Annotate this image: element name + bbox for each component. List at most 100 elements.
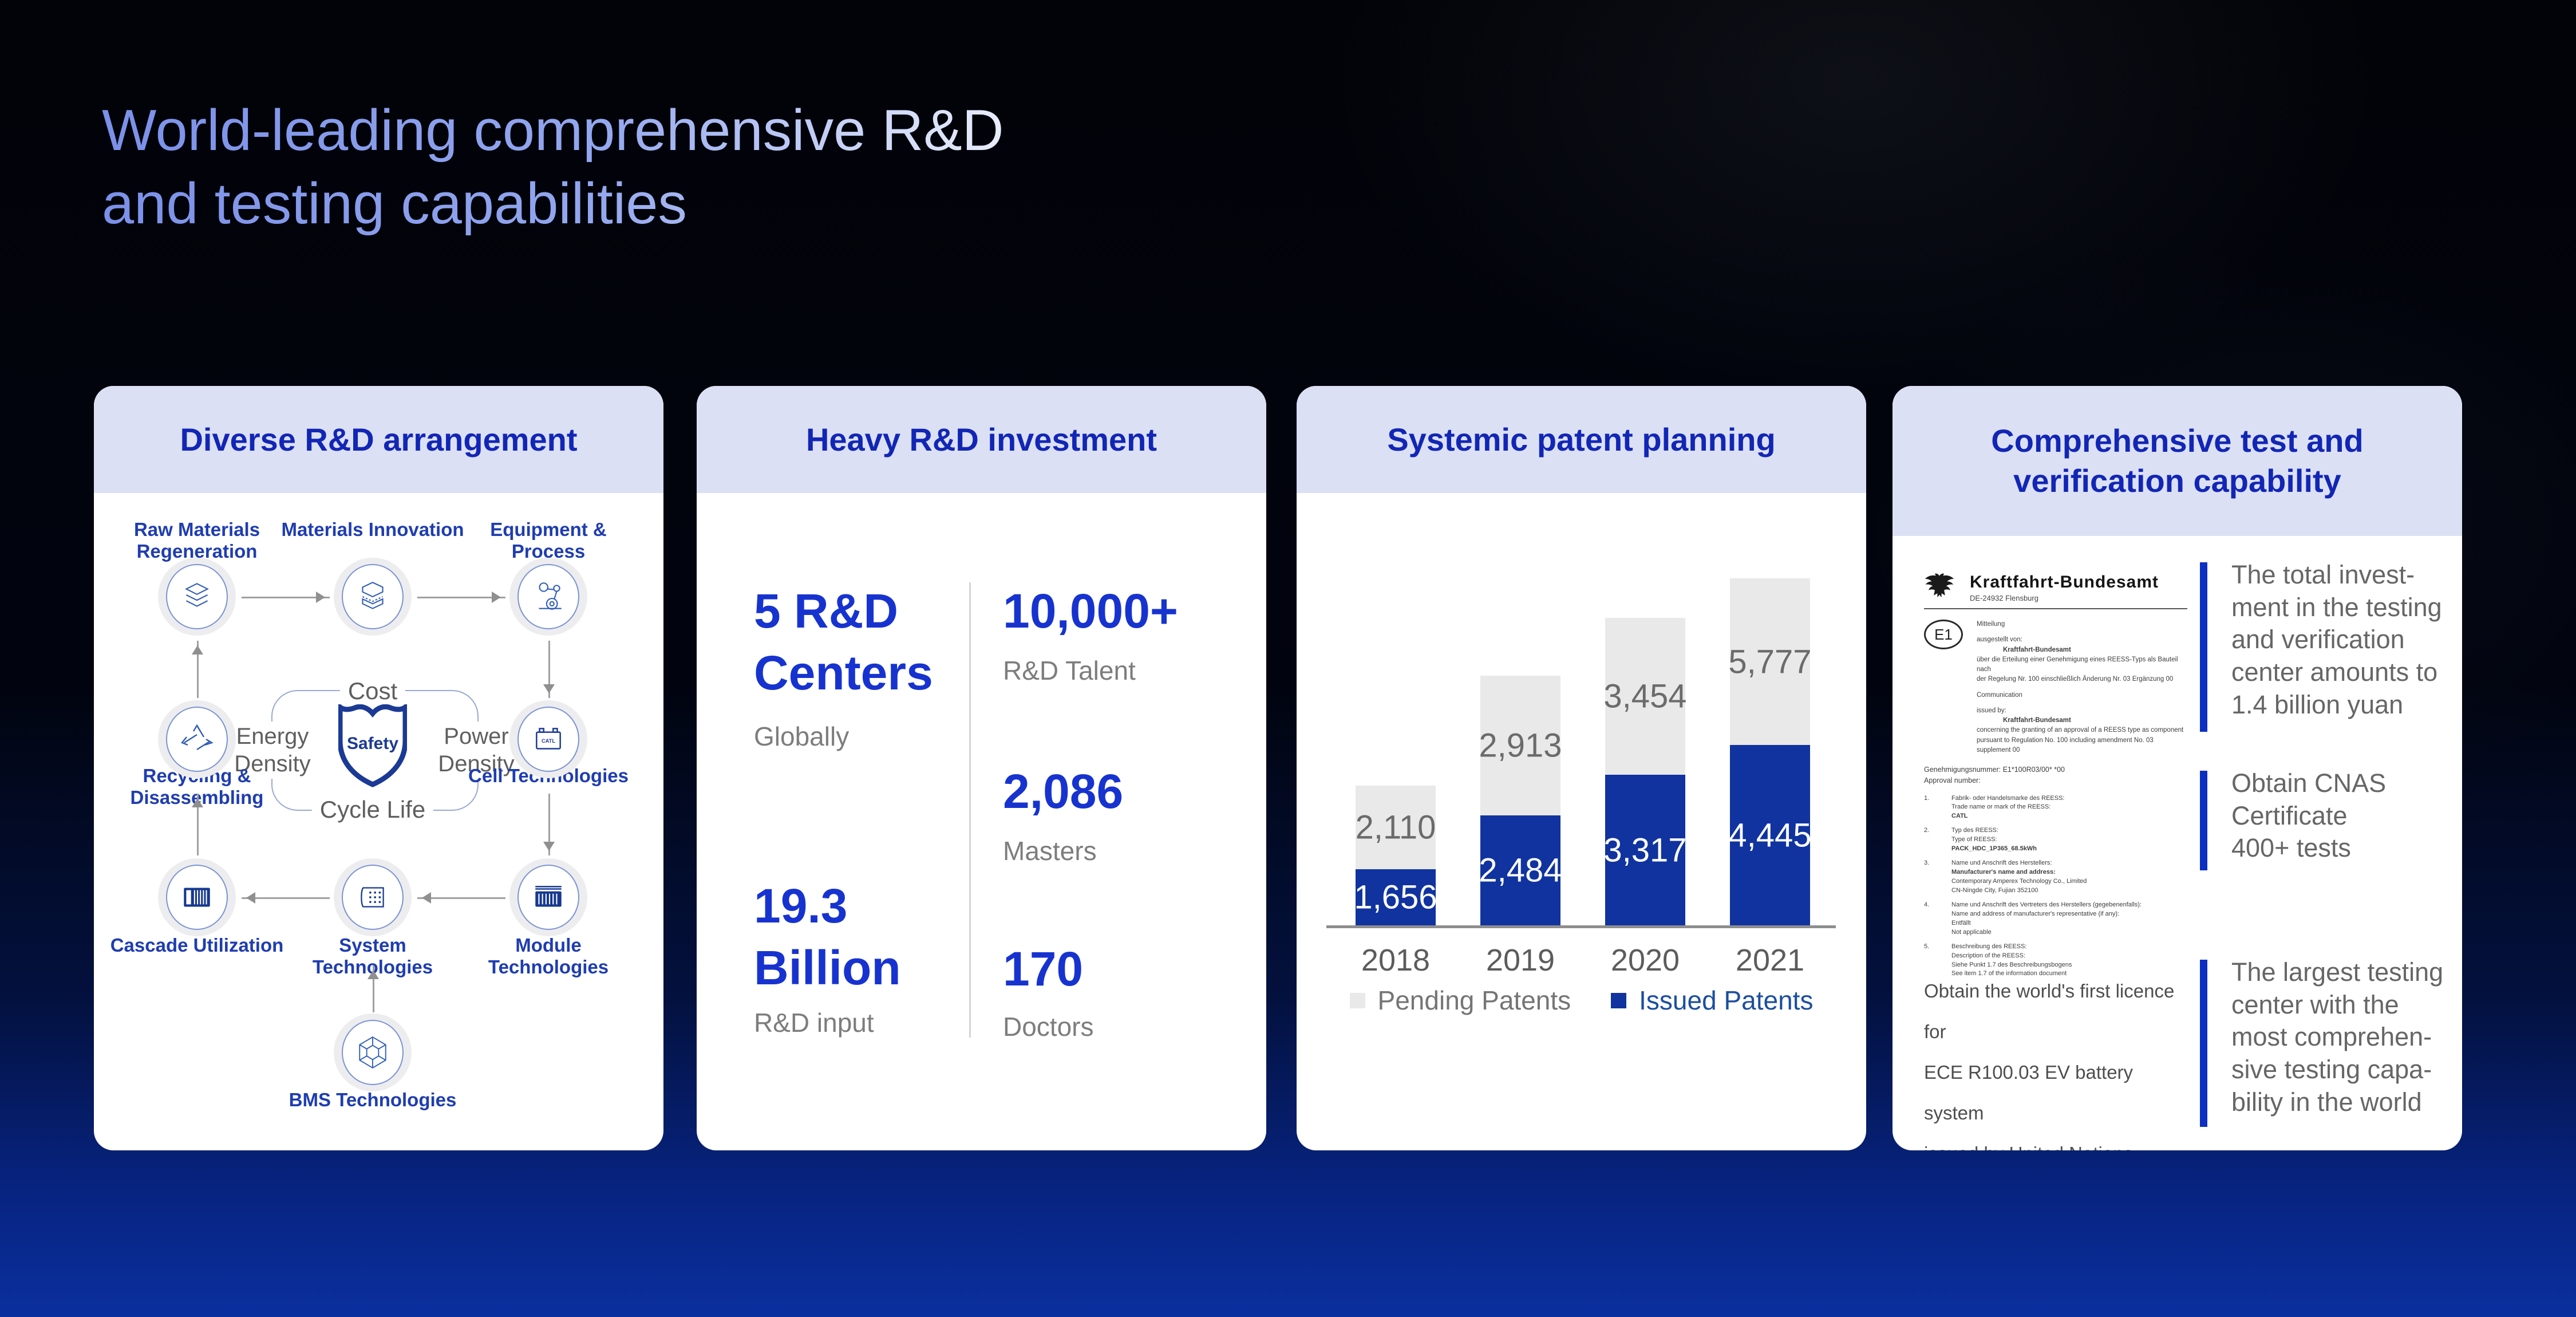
legend-item-issued-patents: Issued Patents: [1611, 985, 1813, 1016]
e1-mark: E1: [1924, 620, 1963, 649]
card-patent-planning-header: Systemic patent planning: [1297, 386, 1866, 493]
cert-line: issued by:: [1977, 707, 2006, 714]
safety-shield-icon: Safety: [337, 701, 408, 788]
cert-item-lines: Typ des REESS: Type of REESS: PACK_HDC_1P3…: [1951, 826, 2037, 854]
cert-line: Kraftfahrt-Bundesamt: [2003, 646, 2071, 653]
layers-icon: [166, 564, 228, 629]
issued-value-label: 2,484: [1479, 851, 1562, 889]
issued-segment: 4,445: [1728, 745, 1812, 925]
cert-item-lines: Name und Anschrift des Herstellers: Manuf…: [1951, 859, 2087, 896]
node-label-cascade: Cascade Utilization: [110, 934, 284, 956]
x-tick-label-2019: 2019: [1485, 943, 1555, 977]
x-tick-label-2020: 2020: [1610, 943, 1680, 977]
federal-eagle-icon: [1924, 573, 1955, 602]
battery-icon: CATL: [517, 707, 579, 772]
cert-line: ausgestellt von:: [1977, 636, 2022, 644]
pending-segment: 2,913: [1479, 676, 1562, 815]
tradeoff-power-density-label: Power Density: [430, 721, 523, 779]
pending-segment: 5,777: [1728, 578, 1812, 745]
module-icon: [517, 865, 579, 930]
flow-arrow-v4: [368, 965, 379, 1012]
cabinet-icon: [166, 865, 228, 930]
cert-item: 5. Beschreibung des REESS: Description of …: [1924, 943, 2187, 979]
cert-item-line: Contemporary Amperex Technology Co., Lim…: [1951, 878, 2087, 885]
stat-rd-talent-label: R&D Talent: [1003, 656, 1136, 685]
cert-item-line: Fabrik- oder Handelsmarke des REESS:: [1951, 794, 2065, 802]
cert-line: [1977, 700, 2187, 706]
flow-arrow-v3: [543, 794, 555, 855]
legend-item-pending-patents: Pending Patents: [1349, 985, 1571, 1016]
tradeoff-energy-density-label: Energy Density: [226, 721, 319, 779]
cert-item-number: 4.: [1924, 901, 1930, 908]
cert-line: concerning the granting of an approval o…: [1977, 727, 2184, 734]
cert-line: [1977, 685, 2187, 691]
kba-certificate-document: Kraftfahrt-Bundesamt DE-24932 Flensburg …: [1924, 573, 2187, 984]
cube-icon: [342, 1020, 404, 1085]
card-patent-planning: Systemic patent planning 2,110 1,656 2018 2…: [1297, 386, 1866, 1150]
issued-value-label: 3,317: [1603, 831, 1687, 869]
node-cell-icon: CATL: [509, 700, 587, 778]
legend-swatch: [1611, 992, 1627, 1008]
certificate-approval-number: Genehmigungsnummer: E1*100R03/00* *00 App…: [1924, 764, 2187, 786]
node-raw-icon: [158, 558, 236, 636]
highlight-accent-bar-0: [2200, 562, 2207, 732]
pending-segment: 2,110: [1356, 786, 1436, 869]
stat-rd-talent-value: 10,000+: [1003, 584, 1178, 638]
cert-item-line: Description of the REESS:: [1951, 952, 2026, 959]
flow-arrow-v1: [543, 641, 555, 698]
card-test-verification-header: Comprehensive test and verification capa…: [1893, 386, 2462, 536]
cert-item-number: 3.: [1924, 859, 1930, 867]
cert-item: 2. Typ des REESS: Type of REESS: PACK_HDC_1…: [1924, 826, 2187, 854]
node-cascade-icon: [158, 858, 236, 936]
node-label-materials: Materials Innovation: [281, 519, 464, 540]
flow-arrow-h1: [417, 592, 505, 603]
cert-item-line: Siehe Punkt 1.7 des Beschreibungsbogens: [1951, 961, 2072, 968]
bar-group-2018: 2,110 1,656: [1354, 386, 1437, 925]
highlight-text-2: The largest testing center with the most…: [2231, 957, 2444, 1117]
flow-arrow-v2: [192, 794, 203, 855]
flow-arrow-v0: [192, 641, 203, 698]
highlight-text-0: The total invest- ment in the testing an…: [2231, 560, 2442, 719]
cert-item-lines: Beschreibung des REESS: Description of th…: [1951, 943, 2072, 979]
cert-item-line: Entfällt: [1951, 919, 1971, 926]
cert-item: 4. Name und Anschrift des Vertreters des …: [1924, 901, 2187, 937]
stat-rd-input-label: R&D input: [754, 1008, 874, 1038]
legend-label: Issued Patents: [1639, 985, 1814, 1015]
cert-item: 1. Fabrik- oder Handelsmarke des REESS: Tr…: [1924, 794, 2187, 822]
pending-value-label: 5,777: [1728, 643, 1812, 680]
cert-item-line: PACK_HDC_1P365_68.5kWh: [1951, 845, 2037, 853]
plate-icon: [342, 865, 404, 930]
cert-item-line: Typ des REESS:: [1951, 827, 1998, 834]
bar-group-2019: 2,913 2,484: [1479, 386, 1562, 925]
node-label-equipment: Equipment & Process: [490, 519, 607, 562]
flow-arrow-h2: [242, 892, 330, 904]
cert-item-line: Name und Anschrift des Vertreters des He…: [1951, 901, 2142, 908]
node-materials-icon: [334, 558, 412, 636]
cert-item-line: Name and address of manufacturer's repre…: [1951, 910, 2120, 917]
cert-item-line: Not applicable: [1951, 928, 1992, 936]
hexstack-icon: [342, 564, 404, 629]
pending-value-label: 2,110: [1355, 809, 1436, 846]
tradeoff-cost-label: Cost: [339, 676, 406, 706]
cert-item-line: Type of REESS:: [1951, 836, 1997, 843]
cert-item: 3. Name und Anschrift des Herstellers: Man…: [1924, 859, 2187, 896]
cert-line: Kraftfahrt-Bundesamt: [2003, 717, 2071, 724]
recycle-icon: [166, 707, 228, 772]
x-tick-label-2018: 2018: [1361, 943, 1431, 977]
pending-segment: 3,454: [1603, 618, 1687, 775]
node-system-icon: [334, 858, 412, 936]
cert-item-line: Trade name or mark of the REESS:: [1951, 803, 2051, 811]
flow-arrow-h3: [417, 892, 505, 904]
tradeoff-cycle-life-label: Cycle Life: [311, 795, 434, 825]
robot-icon: [517, 564, 579, 629]
safety-shield-text: Safety: [347, 734, 398, 753]
node-label-bms: BMS Technologies: [289, 1089, 457, 1110]
cert-item-line: CATL: [1951, 813, 1968, 820]
cert-item-lines: Fabrik- oder Handelsmarke des REESS: Trad…: [1951, 794, 2064, 822]
card-rd-investment: Heavy R&D investment 5 R&D Centers Globa…: [697, 386, 1266, 1150]
stat-masters-value: 2,086: [1003, 764, 1124, 818]
approval-line: Approval number:: [1924, 776, 1981, 784]
cert-item-number: 1.: [1924, 794, 1930, 802]
cert-item-line: Manufacturer's name and address:: [1951, 869, 2056, 876]
